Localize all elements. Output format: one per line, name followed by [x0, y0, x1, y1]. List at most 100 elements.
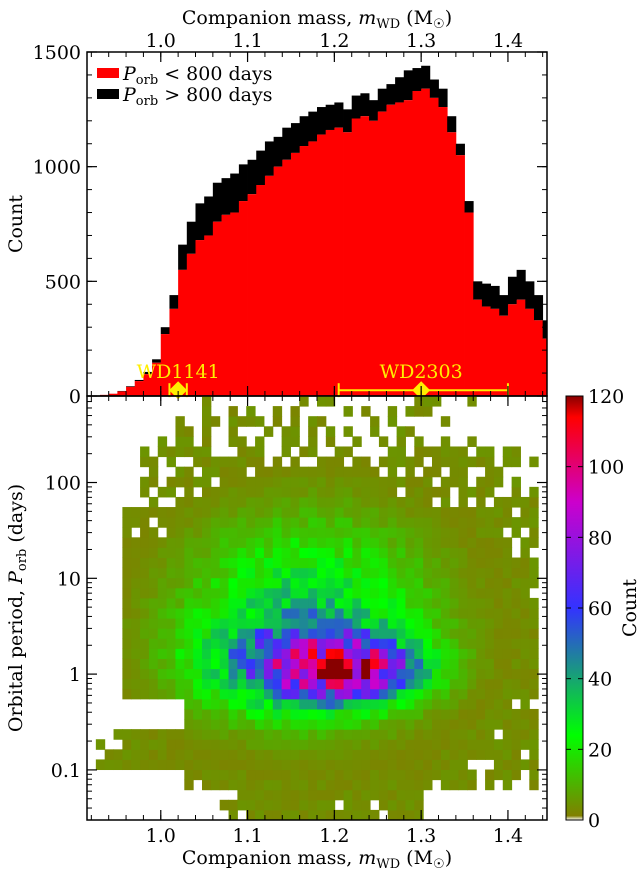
heatmap-cell: [370, 628, 380, 639]
heatmap-cell: [493, 527, 504, 538]
heatmap-cell: [414, 648, 424, 659]
heatmap-cell: [511, 517, 521, 528]
heatmap-cell: [210, 416, 221, 427]
heatmap-cell: [440, 527, 451, 538]
heatmap-cell: [299, 668, 309, 680]
heatmap-cell: [414, 759, 424, 771]
heatmap-cell: [370, 779, 380, 791]
heatmap-cell: [378, 789, 389, 801]
heatmap-cell: [210, 708, 221, 720]
heatmap-cell: [272, 537, 283, 548]
heatmap-cell: [122, 567, 132, 579]
heatmap-cell: [148, 668, 159, 680]
heatmap-cell: [202, 608, 212, 619]
heatmap-cell: [131, 567, 141, 579]
heatmap-cell: [440, 779, 451, 791]
heatmap-cell: [246, 446, 256, 458]
heatmap-cell: [184, 769, 194, 781]
heatmap-cell: [414, 668, 424, 680]
heatmap-cell: [308, 466, 318, 478]
heatmap-cell: [299, 486, 309, 498]
heatmap-cell: [423, 719, 433, 730]
heatmap-cell: [511, 496, 521, 508]
heatmap-cell: [405, 426, 415, 437]
heatmap-cell: [387, 547, 398, 559]
heatmap-cell: [246, 739, 256, 750]
heatmap-cell: [414, 638, 424, 649]
heatmap-cell: [458, 446, 468, 458]
heatmap-cell: [449, 507, 460, 518]
heatmap-cell: [255, 789, 265, 801]
heatmap-cell: [228, 618, 238, 629]
heatmap-cell: [210, 648, 221, 659]
bar-long-period: [247, 159, 257, 195]
heatmap-cell: [131, 618, 141, 629]
heatmap-cell: [405, 749, 415, 760]
heatmap-cell: [414, 496, 424, 508]
heatmap-cell: [272, 608, 283, 619]
heatmap-cell: [131, 507, 141, 518]
heatmap-cell: [210, 517, 221, 528]
heatmap-cell: [317, 496, 327, 508]
heatmap-cell: [140, 638, 150, 649]
bar-short-period: [169, 308, 179, 396]
heatmap-cell: [502, 668, 513, 680]
heatmap-cell: [193, 577, 203, 589]
heatmap-cell: [166, 638, 176, 649]
heatmap-cell: [458, 486, 468, 498]
heatmap-cell: [502, 577, 513, 589]
heatmap-cell: [343, 779, 353, 791]
heatmap-cell: [485, 537, 495, 548]
heatmap-cell: [378, 799, 389, 811]
heatmap-cell: [414, 688, 424, 700]
heatmap-cell: [317, 749, 327, 760]
heatmap-cell: [210, 507, 221, 518]
heatmap-cell: [361, 608, 371, 619]
heatmap-cell: [166, 547, 176, 559]
heatmap-cell: [290, 466, 300, 478]
heatmap-cell: [299, 789, 309, 801]
heatmap-cell: [476, 688, 486, 700]
heatmap-cell: [485, 708, 495, 720]
heatmap-cell: [131, 587, 141, 599]
heatmap-cell: [140, 547, 150, 559]
heatmap-cell: [202, 476, 212, 488]
heatmap-cell: [237, 719, 247, 730]
heatmap-cell: [263, 537, 274, 548]
heatmap-cell: [166, 688, 176, 700]
heatmap-cell: [140, 618, 150, 629]
heatmap-cell: [281, 446, 291, 458]
bar-long-period: [186, 221, 196, 254]
heatmap-cell: [387, 608, 398, 619]
top-y-tick-label: 0: [69, 386, 81, 408]
heatmap-cell: [193, 749, 203, 760]
heatmap-cell: [458, 638, 468, 649]
heatmap-cell: [175, 608, 185, 619]
heatmap-cell: [378, 678, 389, 690]
heatmap-cell: [405, 618, 415, 629]
heatmap-cell: [361, 658, 371, 670]
heatmap-cell: [263, 769, 274, 781]
heatmap-cell: [502, 547, 513, 559]
heatmap-cell: [432, 769, 442, 781]
heatmap-cell: [317, 517, 327, 528]
heatmap-cell: [246, 476, 256, 488]
heatmap-cell: [166, 608, 176, 619]
heatmap-cell: [352, 567, 362, 579]
heatmap-cell: [281, 557, 291, 569]
heatmap-cell: [361, 698, 371, 710]
heatmap-cell: [467, 648, 477, 659]
heatmap-cell: [467, 668, 477, 680]
heatmap-cell: [370, 739, 380, 750]
heatmap-cell: [414, 436, 424, 447]
heatmap-cell: [440, 537, 451, 548]
heatmap-cell: [175, 496, 185, 508]
heatmap-cell: [485, 608, 495, 619]
heatmap-cell: [414, 739, 424, 750]
heatmap-cell: [184, 779, 194, 791]
heatmap-cell: [423, 779, 433, 791]
heatmap-cell: [140, 739, 150, 750]
heatmap-cell: [246, 628, 256, 639]
heatmap-cell: [263, 719, 274, 730]
heatmap-cell: [334, 648, 345, 659]
